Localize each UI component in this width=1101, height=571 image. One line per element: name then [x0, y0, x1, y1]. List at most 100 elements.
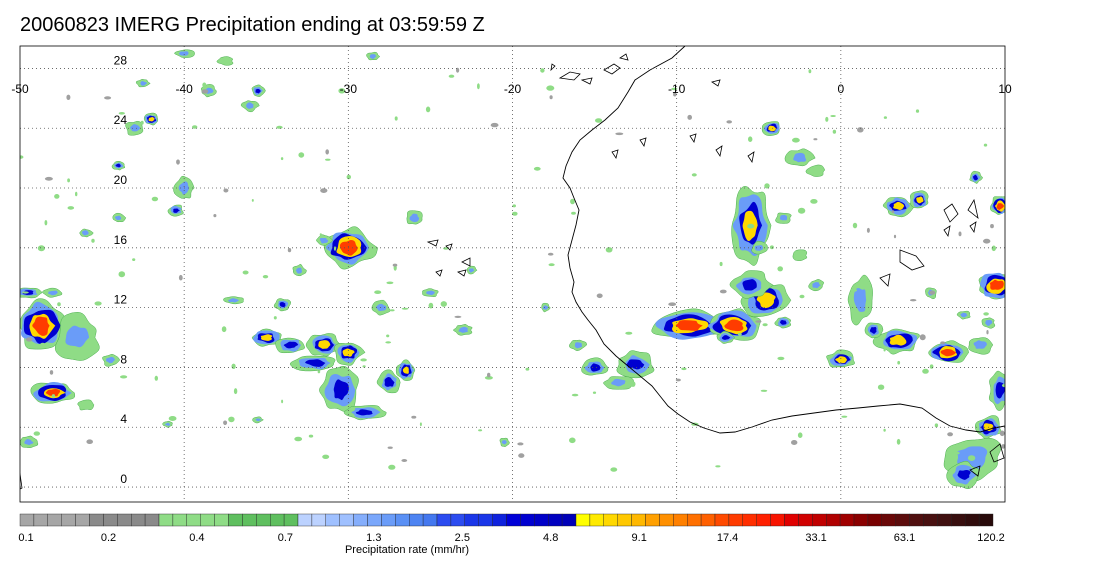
precipitation-speck: [762, 323, 768, 327]
precipitation-speck: [346, 174, 351, 180]
precipitation-speck: [548, 263, 555, 267]
precipitation-speck: [168, 416, 177, 421]
precipitation-speck: [569, 437, 576, 444]
precipitation-cell: [111, 161, 126, 171]
colorbar-swatch: [826, 513, 841, 527]
precipitation-speck: [777, 266, 783, 272]
precipitation-speck: [334, 246, 336, 251]
precipitation-speck: [852, 222, 858, 229]
precipitation-speck: [425, 106, 431, 113]
colorbar-swatch: [478, 513, 493, 527]
precipitation-speck: [281, 399, 284, 404]
longitude-label: -30: [340, 82, 358, 96]
precipitation-cell: [968, 337, 994, 355]
precipitation-speck: [362, 365, 366, 368]
precipitation-contour: [767, 125, 776, 132]
precipitation-cell: [928, 340, 969, 363]
precipitation-speck: [94, 301, 102, 306]
colorbar-swatch: [978, 513, 994, 527]
longitude-label: 0: [837, 82, 844, 96]
precipitation-speck: [747, 223, 755, 229]
precipitation-cell: [978, 272, 1005, 300]
colorbar-swatch: [520, 513, 535, 527]
precipitation-cell: [969, 170, 984, 184]
colorbar-swatch: [561, 513, 577, 527]
precipitation-speck: [540, 68, 545, 73]
colorbar-tick-label: 2.5: [455, 532, 470, 544]
precipitation-speck: [570, 198, 575, 205]
precipitation-speck: [386, 334, 390, 338]
precipitation-contour: [985, 319, 993, 326]
precipitation-speck: [877, 384, 885, 390]
precipitation-speck: [49, 370, 54, 375]
precipitation-speck: [91, 238, 95, 243]
precipitation-cell: [784, 148, 816, 167]
precipitation-speck: [478, 429, 483, 432]
precipitation-cell: [216, 56, 234, 66]
precipitation-speck: [490, 122, 499, 128]
colorbar-label: Precipitation rate (mm/hr): [345, 544, 469, 556]
colorbar-swatch: [130, 513, 146, 527]
colorbar-swatch: [965, 513, 980, 527]
precipitation-speck: [760, 389, 768, 392]
precipitation-speck: [322, 454, 330, 459]
colorbar-swatch: [909, 513, 924, 527]
precipitation-speck: [595, 118, 603, 123]
precipitation-speck: [298, 152, 305, 158]
colorbar-swatch: [200, 513, 215, 527]
colorbar-tick-label: 4.8: [543, 532, 558, 544]
longitude-label: -20: [504, 82, 522, 96]
precipitation-speck: [533, 166, 541, 171]
precipitation-speck: [687, 114, 692, 120]
colorbar-tick-label: 17.4: [717, 532, 738, 544]
precipitation-contour: [853, 288, 867, 312]
precipitation-cell: [20, 298, 68, 350]
precipitation-cell: [79, 228, 94, 238]
precipitation-contour: [996, 203, 1005, 210]
precipitation-speck: [929, 290, 936, 295]
longitude-label: 10: [998, 82, 1012, 96]
longitude-label: -10: [668, 82, 686, 96]
precipitation-contour: [106, 356, 116, 364]
colorbar-swatch: [645, 513, 660, 527]
precipitation-speck: [349, 229, 357, 232]
precipitation-speck: [681, 367, 687, 371]
colorbar-swatch: [89, 513, 104, 527]
precipitation-speck: [517, 442, 524, 446]
inland-lakes: [611, 133, 1005, 477]
precipitation-contour: [45, 388, 61, 397]
precipitation-contour: [754, 245, 763, 251]
precipitation-contour: [889, 334, 907, 346]
colorbar-swatch: [409, 513, 424, 527]
precipitation-cell: [716, 330, 735, 344]
precipitation-speck: [934, 423, 939, 428]
precipitation-speck: [294, 436, 303, 442]
precipitation-cell: [946, 460, 980, 490]
precipitation-speck: [67, 206, 75, 210]
precipitation-speck: [777, 356, 785, 361]
colorbar-swatch: [798, 513, 813, 527]
precipitation-speck: [922, 368, 929, 374]
precipitation-cell: [275, 337, 305, 354]
precipitation-contour: [148, 116, 155, 122]
precipitation-contour: [305, 359, 326, 367]
precipitation-speck: [221, 326, 227, 333]
precipitation-speck: [228, 416, 235, 423]
precipitation-speck: [841, 415, 848, 418]
precipitation-speck: [764, 183, 770, 189]
precipitation-speck: [990, 224, 994, 229]
map-area[interactable]: [12, 45, 1020, 503]
precipitation-speck: [487, 372, 491, 378]
precipitation-speck: [967, 455, 976, 461]
precipitation-contour: [283, 341, 299, 349]
precipitation-speck: [547, 252, 554, 256]
precipitation-cell: [162, 420, 173, 428]
precipitation-cell: [20, 435, 39, 449]
precipitation-speck: [319, 233, 322, 236]
latitude-label: 4: [120, 412, 127, 426]
precipitation-speck: [118, 271, 126, 278]
longitude-labels: -50 -40 -30 -20 -10 0 10: [11, 82, 1012, 96]
graticule: [20, 46, 1005, 502]
colorbar-swatch: [867, 513, 883, 527]
precipitation-contour: [115, 163, 121, 168]
